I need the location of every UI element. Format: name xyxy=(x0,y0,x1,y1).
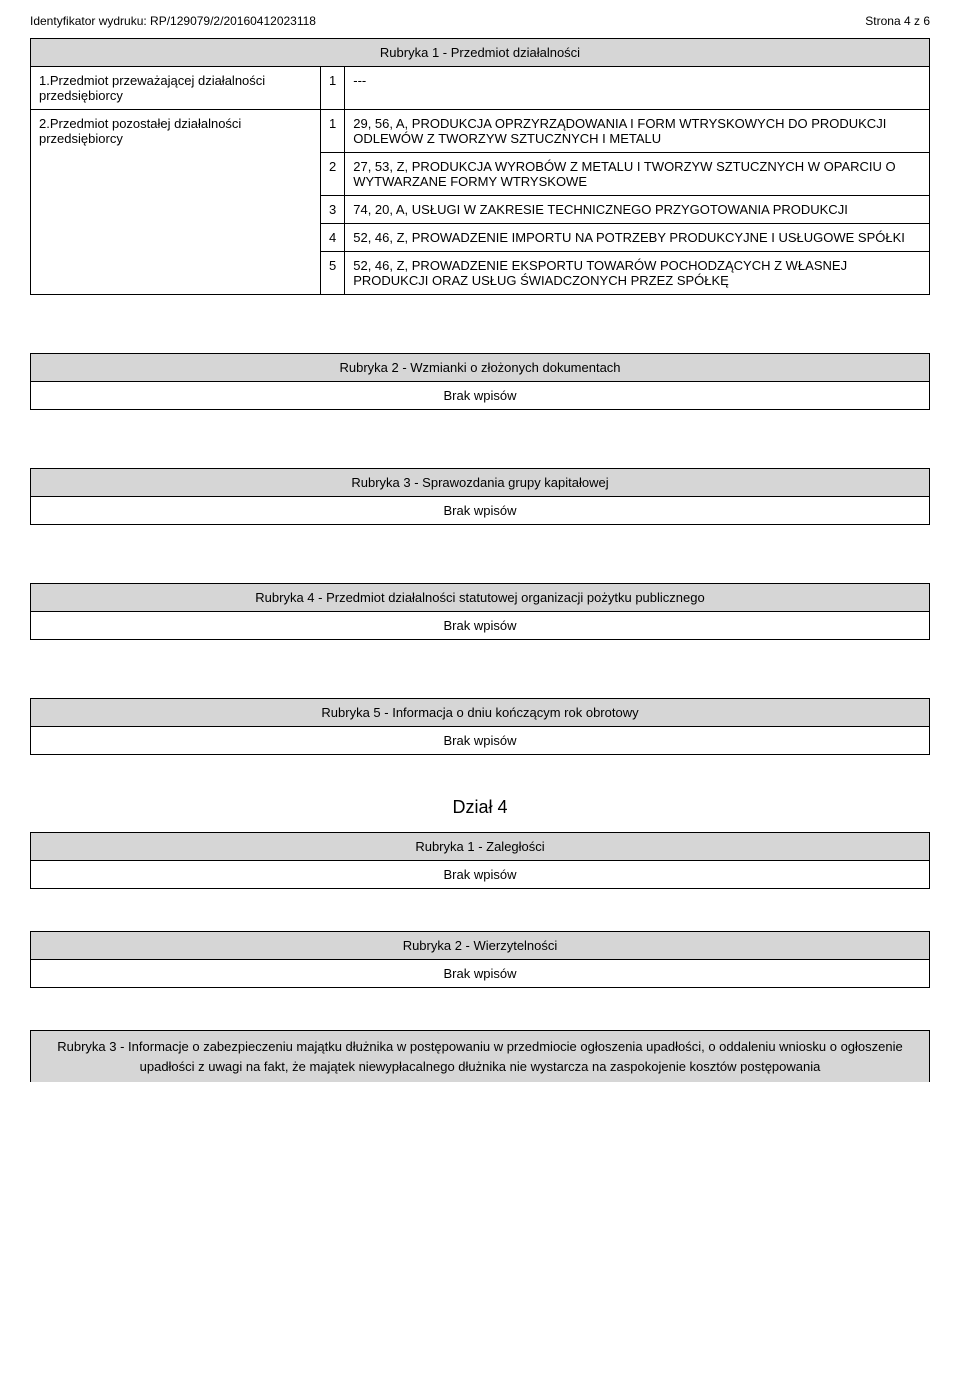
row-2-item-3-num: 3 xyxy=(321,196,345,224)
rubryka-2-block: Rubryka 2 - Wzmianki o złożonych dokumen… xyxy=(30,353,930,410)
rubryka-3-block: Rubryka 3 - Sprawozdania grupy kapitałow… xyxy=(30,468,930,525)
rubryka-2-title: Rubryka 2 - Wzmianki o złożonych dokumen… xyxy=(30,353,930,382)
rubryka-1-title: Rubryka 1 - Przedmiot działalności xyxy=(31,39,930,67)
row-2-item-1-num: 1 xyxy=(321,110,345,153)
row-2-item-4-num: 4 xyxy=(321,224,345,252)
dzial4-rubryka-1-block: Rubryka 1 - Zaległości Brak wpisów xyxy=(30,832,930,889)
rubryka-3-title: Rubryka 3 - Sprawozdania grupy kapitałow… xyxy=(30,468,930,497)
row-1-label: 1.Przedmiot przeważającej działalności p… xyxy=(31,67,321,110)
page-header: Identyfikator wydruku: RP/129079/2/20160… xyxy=(30,14,930,28)
rubryka-5-block: Rubryka 5 - Informacja o dniu kończącym … xyxy=(30,698,930,755)
row-2-item-2-num: 2 xyxy=(321,153,345,196)
row-2-item-3-value: 74, 20, A, USŁUGI W ZAKRESIE TECHNICZNEG… xyxy=(345,196,930,224)
page-number: Strona 4 z 6 xyxy=(865,14,930,28)
dzial4-rubryka-3-title: Rubryka 3 - Informacje o zabezpieczeniu … xyxy=(30,1030,930,1082)
rubryka-2-content: Brak wpisów xyxy=(30,382,930,410)
row-2-item-4-value: 52, 46, Z, PROWADZENIE IMPORTU NA POTRZE… xyxy=(345,224,930,252)
rubryka-4-block: Rubryka 4 - Przedmiot działalności statu… xyxy=(30,583,930,640)
rubryka-1-table: Rubryka 1 - Przedmiot działalności 1.Prz… xyxy=(30,38,930,295)
dzial4-rubryka-3-block: Rubryka 3 - Informacje o zabezpieczeniu … xyxy=(30,1030,930,1082)
row-1-num: 1 xyxy=(321,67,345,110)
row-2-item-2-value: 27, 53, Z, PRODUKCJA WYROBÓW Z METALU I … xyxy=(345,153,930,196)
rubryka-4-content: Brak wpisów xyxy=(30,612,930,640)
rubryka-3-content: Brak wpisów xyxy=(30,497,930,525)
rubryka-5-content: Brak wpisów xyxy=(30,727,930,755)
dzial4-rubryka-2-block: Rubryka 2 - Wierzytelności Brak wpisów xyxy=(30,931,930,988)
dzial4-rubryka-2-content: Brak wpisów xyxy=(30,960,930,988)
row-2-label: 2.Przedmiot pozostałej działalności prze… xyxy=(31,110,321,295)
row-2-item-1-value: 29, 56, A, PRODUKCJA OPRZYRZĄDOWANIA I F… xyxy=(345,110,930,153)
dzial-4-title: Dział 4 xyxy=(30,797,930,818)
print-id: Identyfikator wydruku: RP/129079/2/20160… xyxy=(30,14,316,28)
dzial4-rubryka-1-content: Brak wpisów xyxy=(30,861,930,889)
row-2-item-5-value: 52, 46, Z, PROWADZENIE EKSPORTU TOWARÓW … xyxy=(345,252,930,295)
dzial4-rubryka-2-title: Rubryka 2 - Wierzytelności xyxy=(30,931,930,960)
row-2-item-5-num: 5 xyxy=(321,252,345,295)
row-1-value: --- xyxy=(345,67,930,110)
rubryka-4-title: Rubryka 4 - Przedmiot działalności statu… xyxy=(30,583,930,612)
dzial4-rubryka-1-title: Rubryka 1 - Zaległości xyxy=(30,832,930,861)
rubryka-5-title: Rubryka 5 - Informacja o dniu kończącym … xyxy=(30,698,930,727)
